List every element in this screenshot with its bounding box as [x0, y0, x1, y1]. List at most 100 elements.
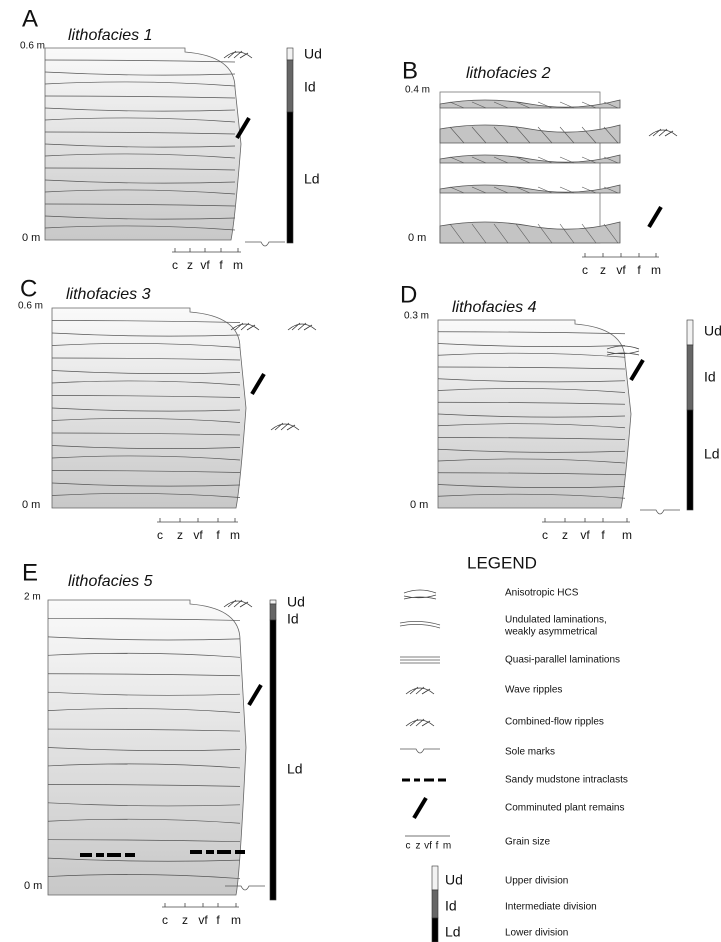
parallel-symbol: [400, 656, 440, 664]
foreset: [471, 156, 487, 164]
lamination: [51, 432, 241, 436]
bottom-depth-label: 0 m: [410, 499, 428, 511]
grain-label: vf: [200, 258, 210, 272]
lamination: [47, 728, 241, 732]
ripple-symbol: [405, 718, 435, 727]
foreset: [603, 186, 619, 194]
lamination: [437, 388, 626, 393]
column: [51, 307, 247, 509]
foreset: [559, 126, 575, 144]
grain-label: m: [622, 528, 632, 542]
lamination: [44, 71, 236, 76]
lamination: [47, 874, 241, 879]
bottom-depth-label: 0 m: [22, 499, 40, 511]
lamination: [437, 366, 626, 370]
column: [47, 599, 247, 896]
lamination: [437, 413, 626, 418]
sole-mark-symbol: [245, 241, 285, 247]
lamination: [44, 203, 236, 207]
lamination: [47, 618, 241, 621]
division-label: Id: [304, 79, 316, 95]
foreset: [603, 101, 619, 109]
division-label: Ld: [704, 446, 720, 462]
grain-label: vf: [580, 528, 590, 542]
legend-label: Comminuted plant remains: [505, 803, 625, 814]
foreset: [581, 101, 597, 109]
ripple-symbol: [230, 322, 260, 331]
bottom-depth-label: 0 m: [408, 232, 426, 244]
plant-remains-symbol: [629, 358, 645, 382]
panel-letter: D: [400, 281, 417, 308]
lamination: [437, 448, 626, 453]
sole-mark-symbol: [400, 748, 440, 754]
division-label: Ud: [287, 594, 305, 610]
lamination: [47, 839, 241, 843]
panel-letter: C: [20, 275, 37, 302]
foreset: [559, 101, 575, 109]
grain-label: m: [233, 258, 243, 272]
division-code: Ld: [445, 924, 461, 940]
grain-label: z: [177, 528, 183, 542]
grain-label: m: [443, 841, 451, 852]
lamination: [51, 470, 241, 473]
foreset: [559, 223, 575, 244]
legend-label: Sandy mudstone intraclasts: [505, 775, 628, 786]
plant-remains-symbol: [412, 796, 428, 820]
panel-letter: A: [22, 5, 38, 32]
grain-label: vf: [193, 528, 203, 542]
bottom-depth-label: 0 m: [24, 880, 42, 892]
grain-label: m: [231, 913, 241, 927]
division-bar: [686, 409, 694, 511]
foreset: [471, 101, 487, 109]
division-label: Id: [287, 611, 299, 627]
grain-label: m: [230, 528, 240, 542]
lamination: [44, 225, 236, 231]
lamination: [51, 370, 241, 374]
division-bar: [269, 619, 277, 901]
foreset: [559, 156, 575, 164]
lamination: [51, 455, 241, 461]
lamination: [44, 107, 236, 112]
grain-label: c: [406, 841, 411, 852]
grain-label: f: [216, 528, 220, 542]
top-depth-label: 2 m: [24, 592, 41, 603]
grain-label: c: [162, 913, 168, 927]
foreset: [603, 156, 619, 164]
lamination: [437, 472, 626, 476]
grain-label: z: [187, 258, 193, 272]
plant-remains-symbol: [250, 372, 266, 396]
foreset: [493, 156, 509, 164]
division-bar: [431, 889, 439, 919]
lamination: [47, 708, 241, 713]
undulated-symbol: [399, 621, 441, 629]
panel-title: lithofacies 2: [466, 65, 551, 82]
foreset: [603, 126, 619, 144]
lamination: [47, 763, 241, 769]
foreset: [449, 223, 465, 244]
grain-label: z: [182, 913, 188, 927]
sole-mark-symbol: [640, 509, 680, 515]
foreset: [449, 186, 465, 194]
division-label: Ld: [287, 761, 303, 777]
plant-remains-symbol: [647, 205, 663, 229]
ripple-symbol: [405, 686, 435, 695]
lamination: [437, 352, 626, 358]
lamination: [437, 484, 626, 488]
top-depth-label: 0.4 m: [405, 85, 430, 96]
grain-label: z: [562, 528, 568, 542]
panel-title: lithofacies 5: [68, 573, 153, 590]
panel-title: lithofacies 4: [452, 299, 537, 316]
lamination: [51, 407, 241, 412]
lamination: [437, 423, 626, 429]
division-bar: [286, 59, 294, 113]
lamination: [51, 482, 241, 487]
grain-label: vf: [424, 841, 432, 852]
grain-label: vf: [616, 263, 626, 277]
lamination: [51, 445, 241, 449]
lamination: [437, 437, 626, 440]
grain-label: f: [436, 841, 439, 852]
column-outline: [439, 91, 601, 244]
lamination: [44, 81, 236, 87]
legend-label: Combined-flow ripples: [505, 717, 604, 728]
foreset: [493, 101, 509, 109]
